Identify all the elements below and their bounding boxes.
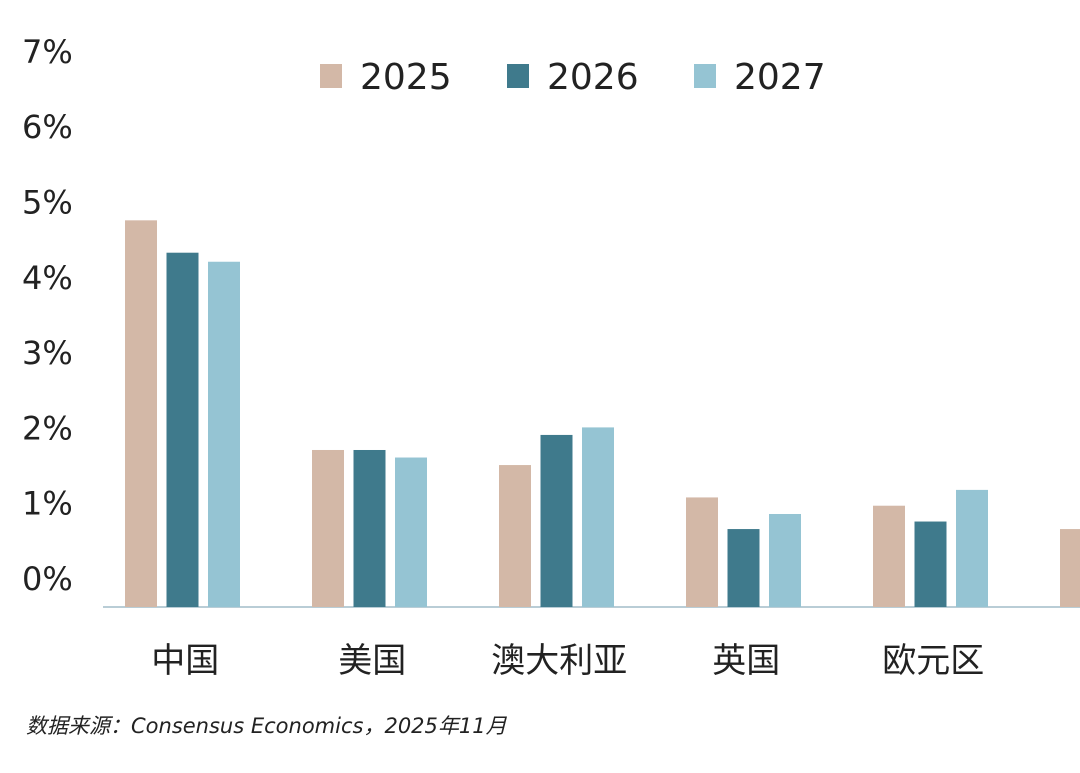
bar-2026 — [727, 529, 760, 607]
bar-2027 — [395, 457, 427, 607]
y-tick-label: 4% — [22, 259, 73, 297]
x-tick-label: 欧元区 — [882, 641, 984, 681]
y-tick-label: 5% — [22, 184, 73, 222]
bar-2025 — [499, 465, 531, 607]
x-tick-label: 英国 — [712, 641, 780, 681]
legend-label: 2027 — [734, 57, 826, 98]
x-tick-label: 澳大利亚 — [491, 641, 627, 681]
y-tick-label: 3% — [22, 334, 73, 372]
bar-2027 — [956, 489, 988, 607]
bar-2025 — [125, 220, 157, 607]
y-tick-label: 0% — [22, 560, 73, 598]
bar-2027 — [208, 261, 240, 607]
x-tick-label: 美国 — [338, 641, 406, 681]
bar-2027 — [769, 513, 801, 607]
legend-swatch-2025 — [320, 64, 342, 88]
legend-swatch-2027 — [694, 64, 716, 88]
legend-label: 2025 — [360, 57, 452, 98]
bar-2025 — [1060, 529, 1080, 607]
bar-2026 — [166, 252, 199, 608]
legend-label: 2026 — [547, 57, 639, 98]
bar-2025 — [873, 505, 905, 607]
y-tick-label: 6% — [22, 108, 73, 146]
bar-2026 — [540, 434, 573, 607]
y-tick-label: 2% — [22, 409, 73, 447]
legend-swatch-2026 — [507, 64, 529, 88]
bar-chart: 0% 1% 2% 3% 4% 5% 6% 7% 中国 美国 澳大利亚 英国 欧元区 2025 2026 202… — [22, 33, 1080, 681]
y-tick-label: 7% — [22, 33, 73, 71]
source-note: 数据来源：Consensus Economics，2025年11月 — [26, 714, 507, 738]
bar-2027 — [582, 427, 614, 607]
bar-2026 — [353, 449, 386, 607]
x-tick-label: 中国 — [151, 641, 219, 681]
y-tick-label: 1% — [22, 485, 73, 523]
bar-2025 — [686, 497, 718, 607]
bar-2025 — [312, 449, 344, 607]
bar-2026 — [914, 521, 947, 607]
